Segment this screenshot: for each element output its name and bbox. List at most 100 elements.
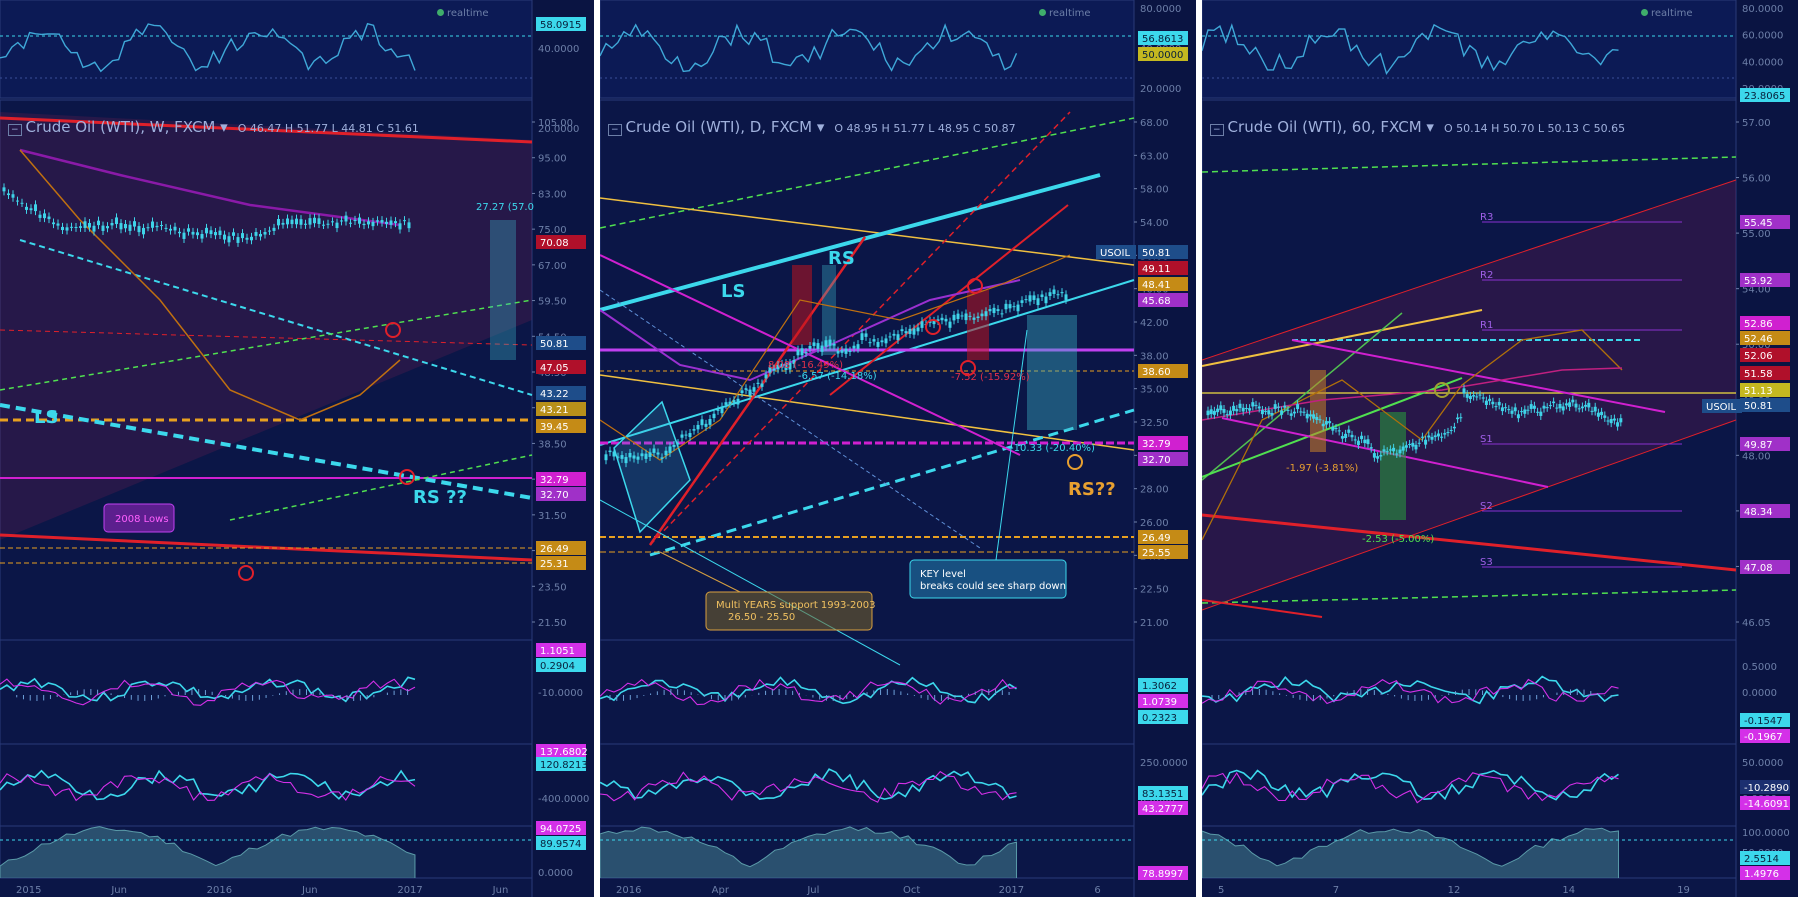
- daily-candle: [648, 452, 652, 458]
- hourly-candle: [1430, 436, 1434, 440]
- hourly-candle: [1308, 414, 1312, 417]
- hourly-candle: [1491, 401, 1495, 405]
- hourly-candle: [1280, 410, 1284, 415]
- symbol-title[interactable]: Crude Oil (WTI), W, FXCM ▾: [25, 118, 228, 136]
- hourly-candle: [1270, 412, 1274, 416]
- weekly-candle: [236, 237, 240, 243]
- hourly-candle: [1555, 407, 1559, 409]
- price-flag-label: 48.41: [1142, 280, 1171, 291]
- price-flag-label: 43.21: [540, 405, 569, 416]
- hourly-candle: [1369, 447, 1373, 449]
- daily-candle: [724, 402, 728, 405]
- weekly-candle: [241, 233, 244, 239]
- chart-header[interactable]: − Crude Oil (WTI), D, FXCM ▾ O 48.95 H 51.…: [608, 118, 1016, 136]
- weekly-candle: [119, 223, 123, 230]
- price-flag: [1138, 277, 1188, 291]
- price-tick-label: 23.50: [538, 582, 567, 593]
- hourly-candle: [1600, 411, 1604, 416]
- channel-shade: [1202, 180, 1736, 610]
- weekly-candle: [299, 219, 303, 225]
- price-flag-label: 53.92: [1744, 276, 1773, 287]
- hourly-candle: [1299, 411, 1303, 413]
- x-tick-label: 2015: [16, 885, 41, 896]
- hourly-candle: [1353, 439, 1357, 441]
- weekly-candle: [313, 217, 316, 224]
- x-tick-label: Jun: [110, 885, 127, 896]
- price-tick-label: 28.00: [1140, 485, 1169, 496]
- downtrend-line: [1202, 599, 1323, 618]
- price-flag: [1138, 436, 1188, 450]
- weekly-candle: [353, 219, 357, 222]
- hourly-candle: [1440, 436, 1444, 438]
- chart-header[interactable]: − Crude Oil (WTI), W, FXCM ▾ O 46.47 H 51.…: [8, 118, 419, 136]
- hourly-candle: [1401, 446, 1405, 451]
- weekly-candle: [398, 223, 402, 230]
- hourly-candle: [1529, 404, 1533, 409]
- daily-candle: [980, 313, 984, 317]
- hourly-candle: [1350, 434, 1354, 438]
- price-flag: [536, 472, 586, 486]
- weekly-candle: [142, 227, 145, 235]
- price-flag-label: 52.86: [1744, 319, 1773, 330]
- price-flag: [536, 360, 586, 374]
- daily-candle: [968, 315, 972, 317]
- weekly-candle: [11, 194, 15, 198]
- weekly-candle: [259, 233, 262, 237]
- indicator-flag: [536, 643, 586, 657]
- symbol-title[interactable]: Crude Oil (WTI), 60, FXCM ▾: [1227, 118, 1434, 136]
- x-tick-label: 2016: [616, 885, 641, 896]
- daily-candle: [780, 363, 784, 368]
- resistance-line: [0, 116, 533, 144]
- pivot-label: R2: [1480, 270, 1493, 281]
- channel-bottom: [600, 279, 1135, 446]
- key-level-label: breaks could see sharp down: [920, 581, 1066, 592]
- daily-candle: [792, 360, 796, 364]
- cci-tick-label: 250.0000: [1140, 758, 1188, 769]
- cci-signal-line: [600, 770, 1017, 803]
- pane-border: [0, 743, 533, 827]
- daily-candle: [848, 350, 852, 352]
- macd-signal-line: [0, 678, 416, 706]
- hourly-candle: [1606, 420, 1610, 422]
- cci-line: [600, 768, 1017, 800]
- daily-candle: [776, 364, 780, 370]
- price-flag-label: 32.79: [1142, 439, 1171, 450]
- price-tick-label: 54.00: [1742, 285, 1771, 296]
- daily-candle: [992, 307, 996, 314]
- indicator-flag-label: 1.3062: [1142, 681, 1177, 692]
- weekly-candle: [200, 234, 204, 239]
- chart-header[interactable]: − Crude Oil (WTI), 60, FXCM ▾ O 50.14 H 50…: [1210, 118, 1625, 136]
- indicator-flag-label: -14.6091: [1744, 799, 1789, 810]
- pane-border: [600, 639, 1135, 745]
- symbol-title[interactable]: Crude Oil (WTI), D, FXCM ▾: [625, 118, 825, 136]
- weekly-candle: [110, 222, 114, 226]
- panel-divider: [1196, 0, 1202, 897]
- rsi-tick-label: 20.0000: [538, 124, 579, 135]
- daily-candle: [904, 331, 908, 334]
- hourly-candle: [1360, 435, 1364, 440]
- cci-tick-label: -400.0000: [538, 794, 589, 805]
- rsi-line: [1202, 23, 1619, 76]
- price-flag-label: 45.68: [1142, 296, 1171, 307]
- weekly-chart-panel[interactable]: 105.0095.0083.0075.0067.0059.5054.5048.5…: [0, 0, 594, 897]
- weekly-candle: [16, 200, 19, 202]
- trend-line: [600, 499, 901, 666]
- hourly-candle: [1292, 411, 1296, 414]
- hourly-candle: [1257, 406, 1261, 409]
- weekly-candle: [61, 226, 64, 231]
- price-flag-label: 25.31: [540, 559, 569, 570]
- rsi-tick-label: 40.0000: [538, 44, 579, 55]
- rsi-pane: [0, 0, 532, 98]
- chart-canvas: 57.0056.0055.0054.0050.0049.0048.0047.40…: [1202, 0, 1798, 897]
- uptrend-line: [1202, 156, 1737, 173]
- daily-candle: [656, 452, 660, 455]
- daily-candle: [708, 419, 712, 425]
- daily-candle: [704, 423, 708, 427]
- price-flag: [1138, 545, 1188, 559]
- weekly-candle: [173, 226, 177, 231]
- daily-chart-panel[interactable]: 68.0063.0058.0054.0050.0046.0042.0038.00…: [600, 0, 1196, 897]
- indicator-flag: [1138, 678, 1188, 692]
- hourly-chart-panel[interactable]: 57.0056.0055.0054.0050.0049.0048.0047.40…: [1202, 0, 1798, 897]
- daily-candle: [1060, 292, 1064, 294]
- hourly-candle: [1379, 455, 1383, 457]
